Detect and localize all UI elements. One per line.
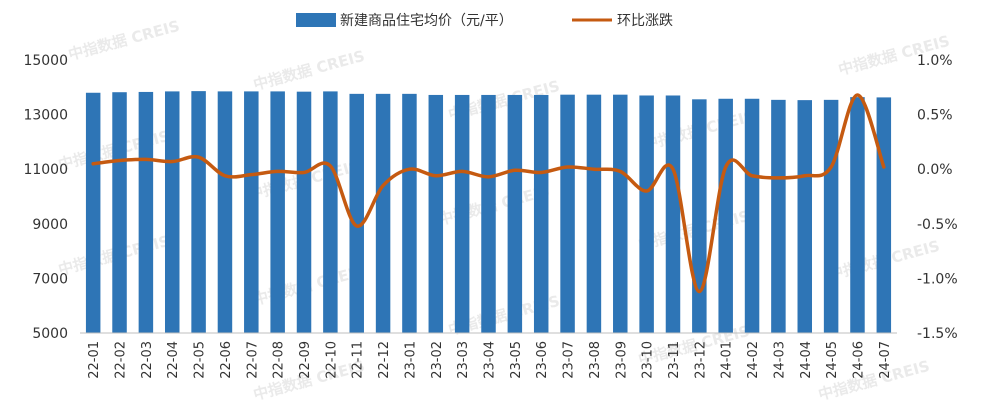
x-tick-label: 22-01	[87, 341, 102, 379]
legend-bar-label: 新建商品住宅均价（元/平）	[340, 13, 513, 29]
x-tick-label: 23-09	[614, 341, 629, 379]
bar	[718, 98, 733, 334]
bar	[402, 93, 417, 334]
left-y-tick-label: 5000	[32, 326, 68, 342]
right-y-axis: 1.0% 0.5% 0.0% -0.5% -1.0% -1.5%	[917, 53, 958, 342]
x-tick-label: 22-08	[272, 341, 287, 379]
right-y-tick-label: -1.0%	[917, 271, 958, 287]
bar	[481, 94, 496, 333]
bar	[771, 99, 786, 333]
x-tick-label: 24-01	[720, 341, 735, 379]
watermark: 中指数据 CREIS	[251, 47, 366, 94]
x-tick-label: 24-05	[825, 341, 840, 379]
bar	[797, 100, 813, 333]
left-y-tick-label: 11000	[23, 162, 68, 178]
x-tick-label: 23-01	[403, 341, 418, 379]
x-tick-label: 22-04	[166, 341, 181, 379]
x-tick-label: 22-09	[298, 341, 313, 379]
watermark: 中指数据 CREIS	[66, 17, 181, 64]
bar-series	[85, 91, 892, 334]
bar	[296, 91, 312, 333]
bar	[586, 94, 602, 334]
x-tick-label: 23-08	[588, 341, 603, 379]
x-tick-label: 22-06	[219, 341, 234, 379]
bar	[533, 94, 549, 333]
bar	[217, 91, 233, 334]
x-tick-label: 24-04	[799, 341, 814, 379]
left-y-tick-label: 15000	[23, 53, 68, 69]
bar	[244, 91, 259, 334]
x-axis-ticks: 22-01 22-02 22-03 22-04 22-05 22-06 22-07 22-08…	[87, 341, 893, 379]
bar	[85, 92, 101, 333]
left-y-tick-label: 13000	[23, 108, 68, 124]
bar	[349, 93, 364, 334]
x-tick-label: 23-10	[641, 341, 656, 379]
x-tick-label: 24-07	[878, 341, 893, 379]
bar	[876, 97, 892, 333]
bar	[665, 95, 681, 334]
bar	[560, 94, 575, 334]
x-tick-label: 24-06	[851, 341, 866, 379]
x-tick-label: 22-11	[351, 341, 366, 379]
right-y-tick-label: -1.5%	[917, 326, 958, 342]
bar	[112, 92, 127, 334]
x-tick-label: 23-11	[667, 341, 682, 379]
bar	[639, 95, 654, 334]
bar	[744, 98, 760, 334]
left-y-tick-label: 7000	[32, 271, 68, 287]
x-tick-label: 22-05	[193, 341, 208, 379]
x-tick-label: 23-04	[483, 341, 498, 379]
bar	[454, 94, 470, 333]
bar	[270, 91, 285, 334]
bar	[507, 94, 523, 333]
x-tick-label: 23-05	[509, 341, 524, 379]
x-tick-label: 23-12	[693, 341, 708, 379]
bar	[850, 97, 865, 334]
right-y-tick-label: 0.5%	[917, 108, 953, 124]
x-tick-label: 23-06	[535, 341, 550, 379]
x-tick-label: 22-03	[140, 341, 155, 379]
x-tick-label: 22-10	[324, 341, 339, 379]
x-tick-label: 23-02	[430, 341, 445, 379]
bar	[823, 99, 839, 333]
bar	[138, 91, 154, 333]
x-tick-label: 22-12	[377, 341, 392, 379]
legend: 新建商品住宅均价（元/平） 环比涨跌	[296, 13, 673, 29]
x-tick-label: 23-07	[562, 341, 577, 379]
right-y-tick-label: -0.5%	[917, 217, 958, 233]
bar	[692, 99, 707, 333]
x-tick-label: 23-03	[456, 341, 471, 379]
x-tick-label: 22-07	[245, 341, 260, 379]
x-tick-label: 24-02	[746, 341, 761, 379]
legend-line-label: 环比涨跌	[617, 13, 673, 29]
bar	[375, 93, 391, 334]
bar	[428, 94, 444, 333]
legend-bar-swatch	[296, 13, 336, 27]
change-line	[91, 93, 886, 294]
right-y-tick-label: 1.0%	[917, 53, 953, 69]
x-tick-label: 24-03	[772, 341, 787, 379]
bar	[323, 91, 338, 334]
bar	[613, 94, 628, 334]
left-y-axis: 5000 7000 9000 11000 13000 15000	[23, 53, 68, 342]
left-y-tick-label: 9000	[32, 217, 68, 233]
bar	[164, 91, 180, 334]
x-tick-label: 22-02	[114, 341, 129, 379]
bar	[191, 91, 206, 333]
right-y-tick-label: 0.0%	[917, 162, 953, 178]
